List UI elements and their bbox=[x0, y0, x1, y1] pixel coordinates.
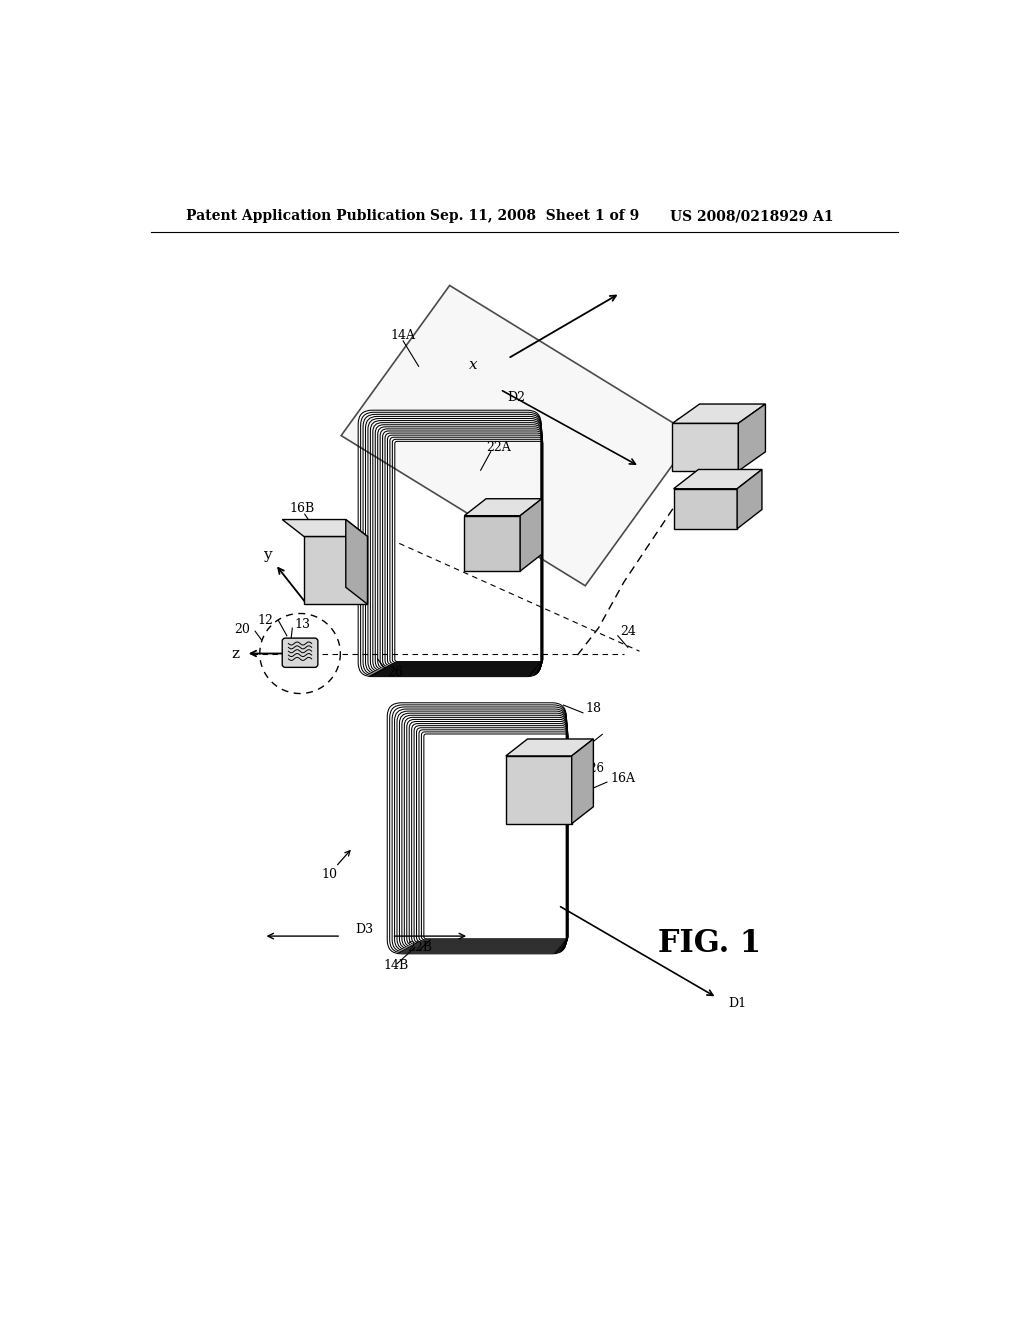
Text: Controller: Controller bbox=[675, 417, 736, 430]
Text: 12: 12 bbox=[258, 614, 273, 627]
Text: D2: D2 bbox=[508, 391, 525, 404]
Polygon shape bbox=[520, 499, 542, 572]
Text: D3: D3 bbox=[355, 924, 374, 936]
Text: 14A: 14A bbox=[390, 329, 415, 342]
Polygon shape bbox=[571, 739, 593, 824]
Text: y: y bbox=[263, 548, 271, 562]
Polygon shape bbox=[283, 520, 368, 536]
Text: Patent Application Publication: Patent Application Publication bbox=[186, 209, 426, 223]
Polygon shape bbox=[346, 520, 368, 605]
Text: 20: 20 bbox=[234, 623, 251, 636]
Text: N: N bbox=[529, 784, 548, 803]
Text: 22A: 22A bbox=[486, 441, 511, 454]
Polygon shape bbox=[506, 739, 593, 756]
FancyBboxPatch shape bbox=[283, 638, 317, 668]
Text: 13: 13 bbox=[295, 618, 310, 631]
Text: z: z bbox=[231, 647, 239, 660]
Polygon shape bbox=[341, 285, 693, 586]
Polygon shape bbox=[673, 424, 738, 471]
Polygon shape bbox=[304, 536, 368, 605]
Text: 14B: 14B bbox=[384, 958, 409, 972]
Polygon shape bbox=[506, 756, 571, 824]
Polygon shape bbox=[673, 404, 765, 424]
Text: N: N bbox=[327, 565, 345, 583]
Polygon shape bbox=[674, 488, 737, 529]
Polygon shape bbox=[464, 499, 542, 516]
Text: N: N bbox=[485, 539, 502, 556]
Text: 26: 26 bbox=[388, 667, 403, 680]
Text: D1: D1 bbox=[729, 998, 746, 1010]
Text: US 2008/0218929 A1: US 2008/0218929 A1 bbox=[671, 209, 834, 223]
Text: Sep. 11, 2008  Sheet 1 of 9: Sep. 11, 2008 Sheet 1 of 9 bbox=[430, 209, 640, 223]
Polygon shape bbox=[674, 470, 762, 488]
Text: FIG. 1: FIG. 1 bbox=[657, 928, 761, 960]
Text: 24: 24 bbox=[621, 626, 636, 639]
Text: 16A: 16A bbox=[610, 772, 635, 785]
Text: 16B: 16B bbox=[289, 502, 314, 515]
Polygon shape bbox=[464, 516, 520, 572]
Text: From: From bbox=[557, 748, 590, 762]
Text: 10: 10 bbox=[322, 869, 338, 880]
Polygon shape bbox=[738, 404, 765, 471]
Text: 22B: 22B bbox=[407, 941, 432, 954]
Text: 18: 18 bbox=[586, 702, 601, 715]
Text: Sensor 26: Sensor 26 bbox=[544, 762, 603, 775]
Text: x: x bbox=[469, 358, 477, 372]
Polygon shape bbox=[737, 470, 762, 529]
